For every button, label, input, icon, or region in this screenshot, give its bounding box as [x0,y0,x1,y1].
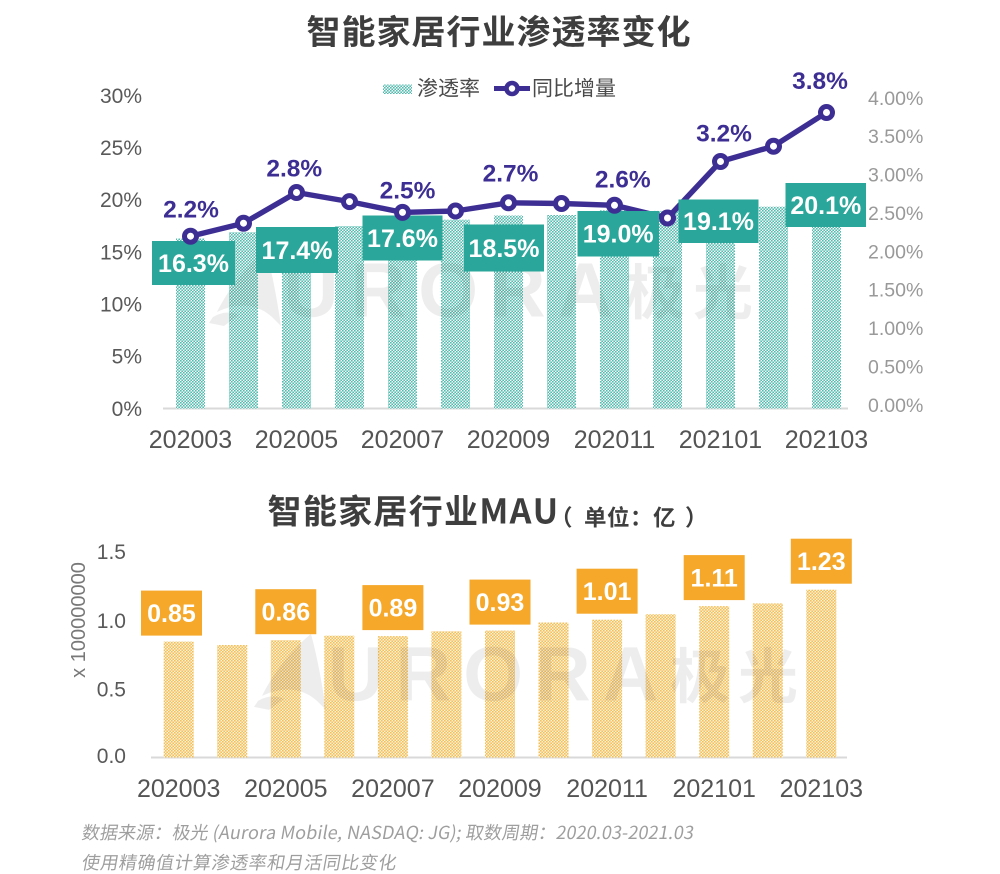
svg-text:18.5%: 18.5% [469,235,540,263]
svg-text:1.50%: 1.50% [868,280,923,302]
svg-text:202011: 202011 [574,426,656,454]
svg-text:202003: 202003 [149,426,232,454]
svg-text:202005: 202005 [244,775,327,803]
svg-text:0.50%: 0.50% [868,356,923,378]
svg-text:30%: 30% [100,85,142,108]
svg-text:x 100000000: x 100000000 [68,562,90,678]
svg-text:19.1%: 19.1% [683,208,754,236]
svg-text:25%: 25% [100,137,142,160]
svg-text:0.89: 0.89 [369,594,418,622]
svg-text:19.0%: 19.0% [583,221,654,249]
svg-text:20%: 20% [100,189,142,212]
svg-text:16.3%: 16.3% [158,250,229,278]
svg-text:2.00%: 2.00% [868,241,923,263]
svg-text:2.50%: 2.50% [868,203,923,225]
svg-text:2.8%: 2.8% [266,156,322,183]
svg-text:2.5%: 2.5% [380,178,436,205]
svg-text:20.1%: 20.1% [790,192,861,220]
svg-text:1.23: 1.23 [797,548,846,576]
svg-text:202103: 202103 [785,426,868,454]
svg-text:202101: 202101 [679,426,762,454]
svg-text:17.6%: 17.6% [367,225,438,253]
svg-text:15%: 15% [100,241,142,264]
svg-text:202005: 202005 [255,426,338,454]
svg-text:2.2%: 2.2% [163,197,219,224]
svg-text:1.11: 1.11 [691,564,738,592]
svg-text:0.85: 0.85 [147,600,196,628]
svg-text:1.0: 1.0 [97,610,126,633]
svg-text:0.0: 0.0 [97,745,126,768]
svg-text:3.8%: 3.8% [792,68,848,95]
svg-text:3.2%: 3.2% [696,121,752,148]
svg-text:202011: 202011 [566,775,648,803]
svg-text:0.5: 0.5 [97,679,126,702]
svg-text:0.93: 0.93 [476,589,525,617]
svg-text:4.00%: 4.00% [868,88,923,110]
svg-text:0.86: 0.86 [261,599,310,627]
svg-text:1.00%: 1.00% [868,318,923,340]
svg-text:0.00%: 0.00% [868,395,923,417]
svg-text:5%: 5% [112,346,142,369]
svg-text:10%: 10% [100,294,142,317]
svg-text:202003: 202003 [137,775,220,803]
svg-text:2.7%: 2.7% [483,161,539,188]
svg-text:3.50%: 3.50% [868,126,923,148]
svg-text:202009: 202009 [458,775,541,803]
svg-text:17.4%: 17.4% [262,237,333,265]
svg-text:202007: 202007 [351,775,434,803]
svg-text:1.5: 1.5 [97,541,126,564]
svg-text:2.6%: 2.6% [595,167,651,194]
svg-text:202101: 202101 [672,775,755,803]
svg-text:3.00%: 3.00% [868,165,923,187]
svg-text:1.01: 1.01 [583,578,632,606]
svg-text:202009: 202009 [467,426,550,454]
svg-text:202007: 202007 [361,426,444,454]
svg-text:0%: 0% [112,398,142,421]
svg-text:202103: 202103 [780,775,863,803]
